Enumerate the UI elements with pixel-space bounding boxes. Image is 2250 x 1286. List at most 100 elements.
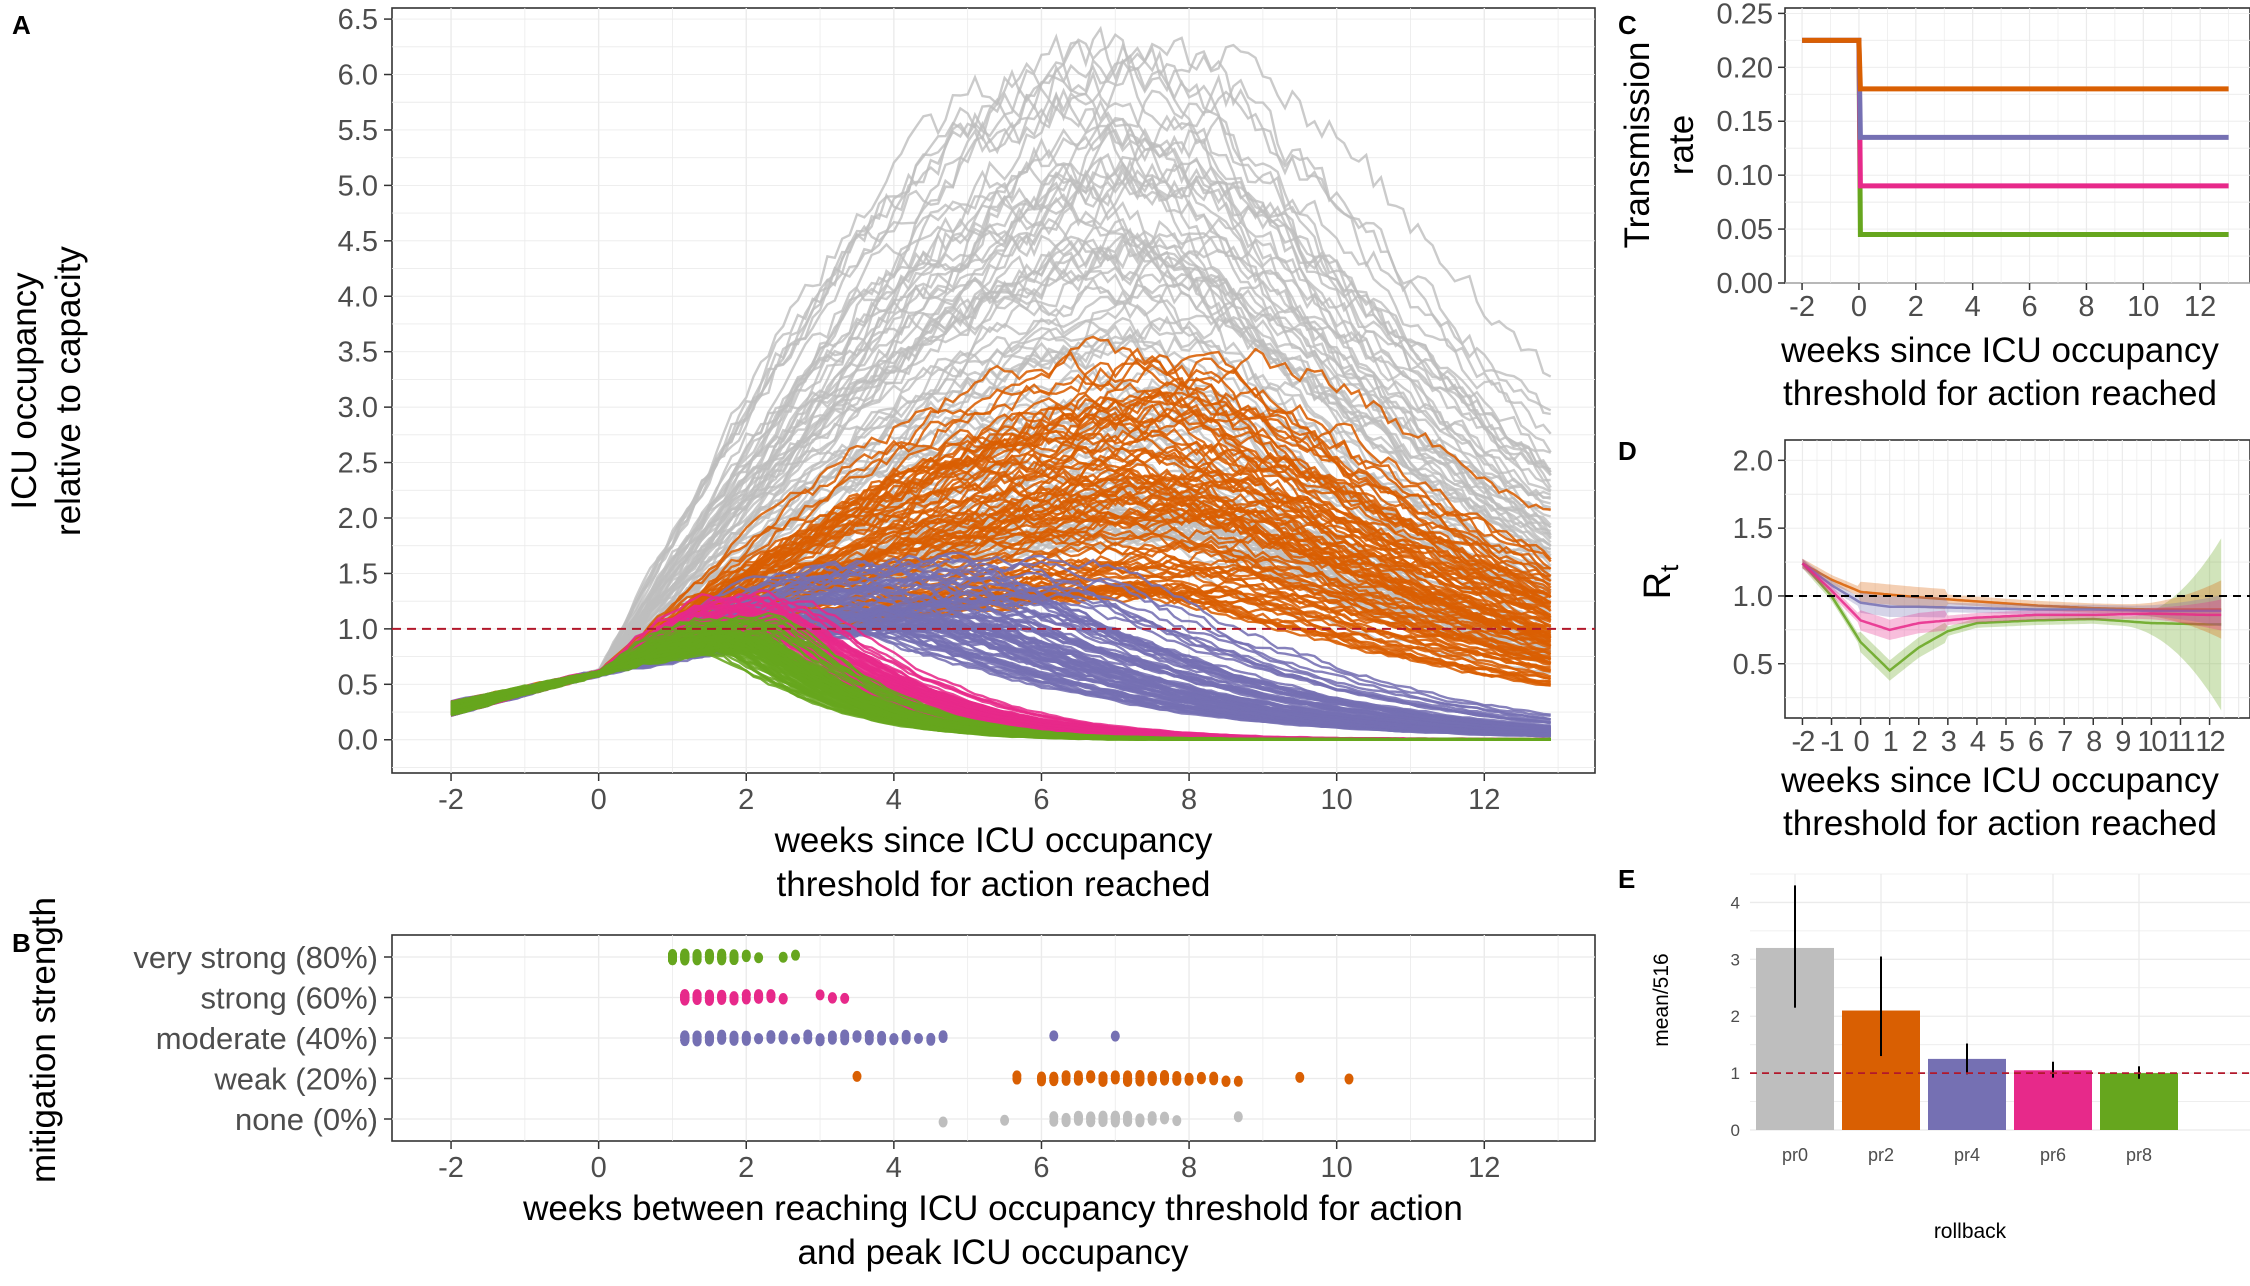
x-tick-label: 12 xyxy=(2195,726,2224,758)
panel-a-icu-occupancy: -2 0 2 4 6 8 10 12 0.0 0.5 1.0 1.5 2.0 2.5 3.0 3.5 4.0 4.… xyxy=(5,4,1596,904)
y-tick-label: 3 xyxy=(1731,950,1740,969)
panel-label-b: B xyxy=(12,928,31,958)
scatter-point-moderate xyxy=(717,1029,727,1041)
y-tick-label: 2 xyxy=(1731,1007,1740,1026)
ribbon-strong xyxy=(1802,558,2222,640)
x-axis-label: threshold for action reached xyxy=(1783,374,2217,413)
y-tick-label: strong (60%) xyxy=(201,981,378,1016)
x-tick-label: -2 xyxy=(1789,291,1815,323)
scatter-point-weak xyxy=(1110,1070,1120,1082)
scatter-point-weak xyxy=(1135,1071,1145,1083)
y-tick-label: none (0%) xyxy=(235,1102,378,1137)
series-line-weak xyxy=(1802,37,2229,92)
scatter-point-moderate xyxy=(680,1035,690,1047)
x-tick-label: 10 xyxy=(2127,291,2159,323)
x-tick-label: 6 xyxy=(1033,784,1049,816)
x-tick-label: 7 xyxy=(2057,726,2072,758)
y-tick-label: 0.15 xyxy=(1717,106,1773,138)
scatter-point-very_strong xyxy=(791,949,800,961)
scatter-point-none xyxy=(1086,1112,1096,1124)
scatter-point-strong xyxy=(827,992,837,1004)
series-group xyxy=(450,25,1552,741)
scatter-point-strong xyxy=(741,989,751,1001)
bar-pr6 xyxy=(2014,1070,2092,1130)
x-tick-label: 5 xyxy=(1999,726,2014,758)
x-tick-label: 10 xyxy=(1321,784,1353,816)
x-tick-label: pr8 xyxy=(2126,1145,2152,1165)
x-tick-label: 4 xyxy=(1970,726,1986,758)
x-axis-label: and peak ICU occupancy xyxy=(797,1233,1189,1272)
scatter-point-strong xyxy=(692,992,702,1004)
scatter-point-moderate xyxy=(889,1033,899,1045)
x-tick-label: 1 xyxy=(1883,726,1898,758)
y-tick-label: 0.00 xyxy=(1717,268,1773,300)
x-tick-label: 8 xyxy=(1181,784,1197,816)
scatter-point-moderate xyxy=(791,1033,800,1045)
series-line-very_strong xyxy=(450,637,1551,741)
y-axis-label-group: ICU occupancy relative to capacity xyxy=(5,246,88,536)
scatter-point-moderate xyxy=(926,1032,936,1044)
x-tick-label: 12 xyxy=(1468,784,1500,816)
scatter-point-weak xyxy=(1184,1073,1194,1085)
series-line-none xyxy=(450,117,1551,709)
y-axis-label: Transmission xyxy=(1618,42,1657,249)
series-line-none xyxy=(450,42,1552,713)
series-line-none xyxy=(450,25,1552,704)
panel-d-frame xyxy=(1784,439,2250,719)
x-tick-label: 11 xyxy=(2167,726,2194,758)
scatter-point-weak xyxy=(1295,1071,1305,1083)
y-tick-label: 6.5 xyxy=(338,4,378,36)
y-tick-label: 1.5 xyxy=(338,558,378,590)
scatter-point-very_strong xyxy=(741,951,751,963)
series-line-moderate xyxy=(1801,562,2222,613)
x-tick-label: 9 xyxy=(2115,726,2130,758)
scatter-point-moderate xyxy=(766,1032,776,1044)
panel-label-d: D xyxy=(1618,436,1637,466)
scatter-point-none xyxy=(1160,1113,1169,1125)
y-tick-label: 4.0 xyxy=(338,281,378,313)
x-tick-label: 10 xyxy=(2137,726,2166,758)
scatter-point-none xyxy=(1049,1115,1059,1127)
scatter-point-strong xyxy=(840,992,850,1004)
scatter-point-strong xyxy=(729,991,739,1003)
scatter-point-moderate xyxy=(877,1030,887,1042)
scatter-point-weak xyxy=(1160,1070,1169,1082)
y-tick-label: 0.5 xyxy=(1733,649,1773,681)
scatter-point-very_strong xyxy=(692,954,702,966)
panel-e-rollback-bars: pr0 pr2 pr4 pr6 pr8 0 1 2 3 4 rollback mean/516 xyxy=(1650,873,2250,1243)
y-tick-label: 1.5 xyxy=(1733,513,1773,545)
x-axis-label: weeks between reaching ICU occupancy thr… xyxy=(522,1189,1463,1228)
x-tick-label: pr6 xyxy=(2040,1145,2066,1165)
scatter-point-weak xyxy=(1196,1073,1206,1085)
y-tick-label: 4.5 xyxy=(338,226,378,258)
x-tick-label: pr2 xyxy=(1868,1145,1894,1165)
scatter-point-weak xyxy=(1147,1072,1157,1084)
y-tick-label: 6.0 xyxy=(338,60,378,92)
x-tick-label: -2 xyxy=(438,1152,464,1184)
scatter-point-moderate xyxy=(938,1030,948,1042)
scatter-point-weak xyxy=(1344,1073,1354,1085)
x-axis-label: threshold for action reached xyxy=(1783,804,2217,843)
x-tick-label: 6 xyxy=(2028,726,2043,758)
scatter-point-moderate xyxy=(692,1034,702,1046)
series-line-strong xyxy=(1801,562,2222,632)
scatter-point-none xyxy=(1000,1114,1010,1126)
y-tick-label: 5.0 xyxy=(338,170,378,202)
x-tick-label: 0 xyxy=(1851,291,1867,323)
x-tick-label: -1 xyxy=(1821,726,1844,758)
y-axis-label-group: mitigation strength xyxy=(24,897,63,1183)
y-tick-label: 5.5 xyxy=(338,115,378,147)
scatter-point-moderate xyxy=(741,1031,751,1043)
y-tick-label: 0.5 xyxy=(338,669,378,701)
scatter-point-moderate xyxy=(754,1033,764,1045)
y-tick-label: 2.0 xyxy=(1733,445,1773,477)
x-axis-label: weeks since ICU occupancy xyxy=(774,821,1213,860)
x-tick-label: 6 xyxy=(2021,291,2037,323)
x-axis-label: threshold for action reached xyxy=(777,865,1211,904)
panel-label-e: E xyxy=(1618,864,1635,894)
x-tick-label: pr4 xyxy=(1954,1145,1980,1165)
y-tick-label: 3.0 xyxy=(338,392,378,424)
x-tick-label: 10 xyxy=(1321,1152,1353,1184)
